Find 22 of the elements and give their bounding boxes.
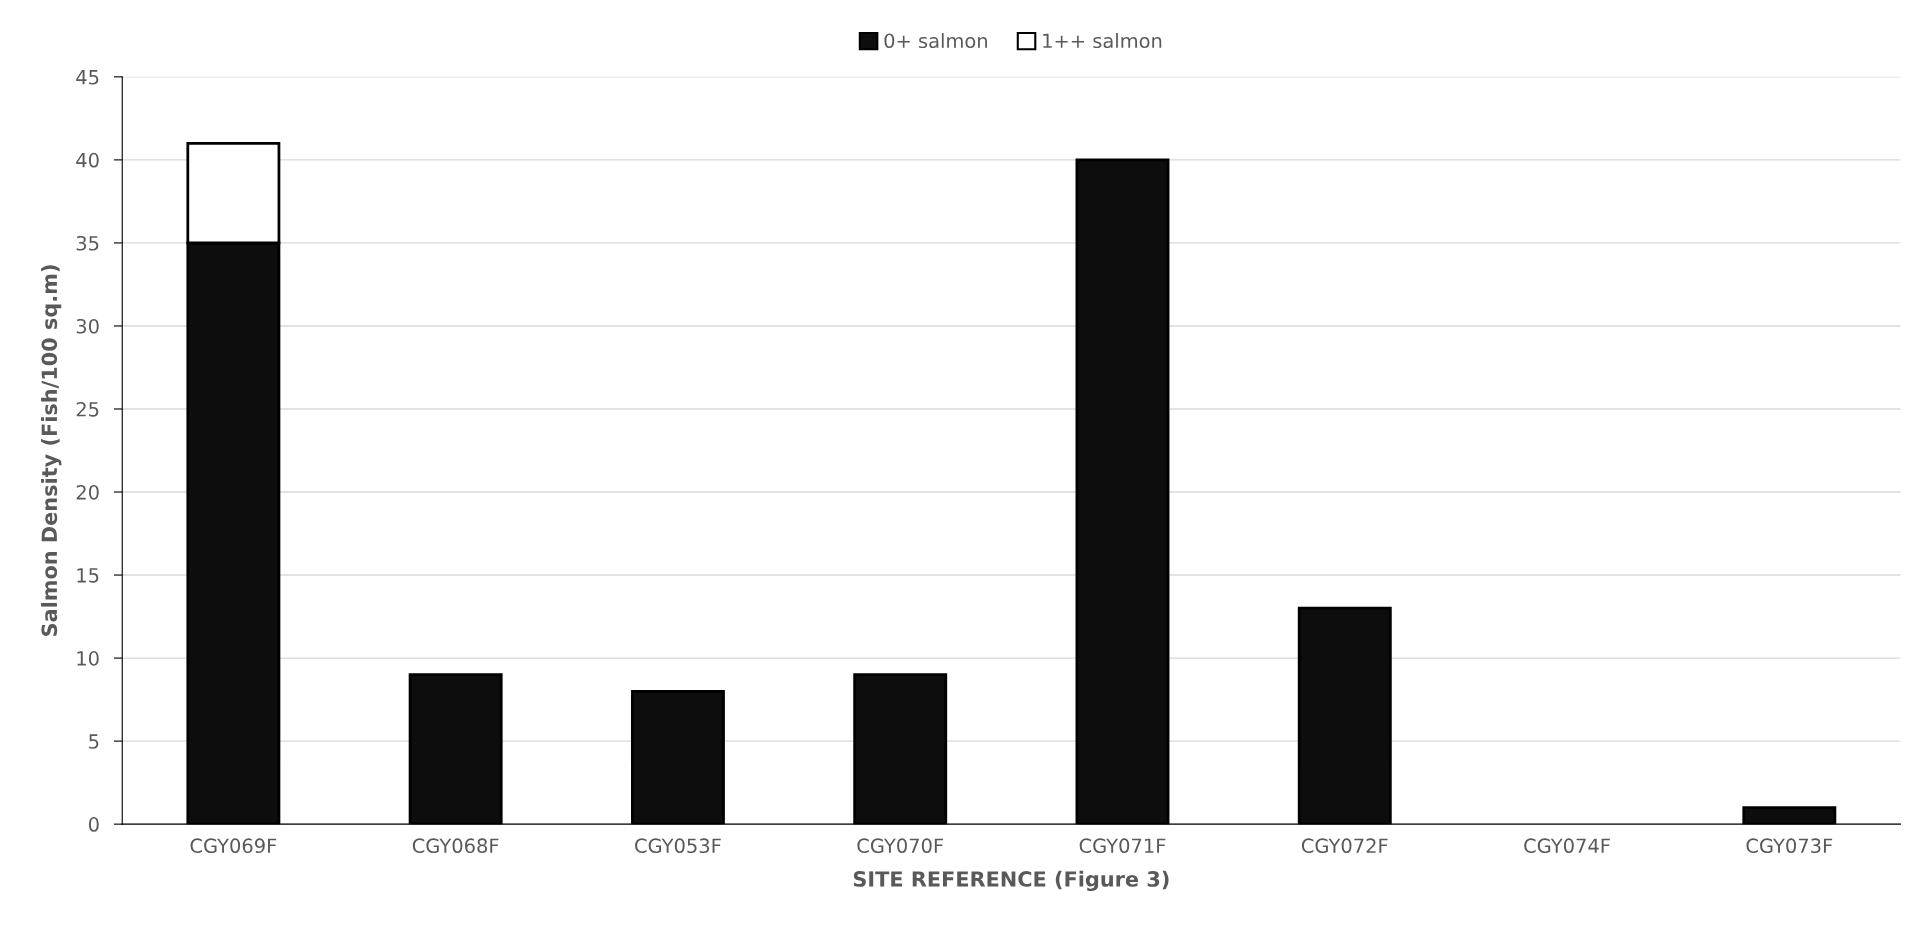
legend-label: 0+ salmon (884, 33, 987, 49)
x-tick-label: CGY071F (1079, 838, 1166, 854)
x-tick-label: CGY069F (190, 838, 277, 854)
x-tick-label: CGY074F (1524, 838, 1610, 854)
x-tick-label: CGY072F (1301, 838, 1388, 854)
y-tick-label: 45 (76, 70, 99, 85)
y-tick-label: 25 (76, 401, 99, 417)
y-tick-label: 20 (76, 484, 99, 500)
y-tick-label: 15 (77, 568, 99, 583)
x-tick-label: CGY068F (412, 838, 499, 854)
y-tick-label: 35 (76, 235, 99, 251)
y-tick-label: 10 (77, 651, 99, 666)
x-tick-label: CGY073F (1746, 838, 1833, 854)
y-tick-label: 0 (88, 817, 99, 832)
x-axis-title: SITE REFERENCE (Figure 3) (853, 870, 1169, 892)
y-tick-label: 30 (76, 318, 99, 334)
y-axis-title: Salmon Density (Fish/100 sq.m) (41, 265, 62, 636)
y-tick-label: 5 (89, 734, 99, 749)
x-tick-label: CGY070F (857, 838, 943, 854)
y-tick-label: 40 (76, 152, 99, 168)
legend-label: 1++ salmon (1043, 33, 1162, 49)
x-tick-label: CGY053F (635, 838, 721, 854)
